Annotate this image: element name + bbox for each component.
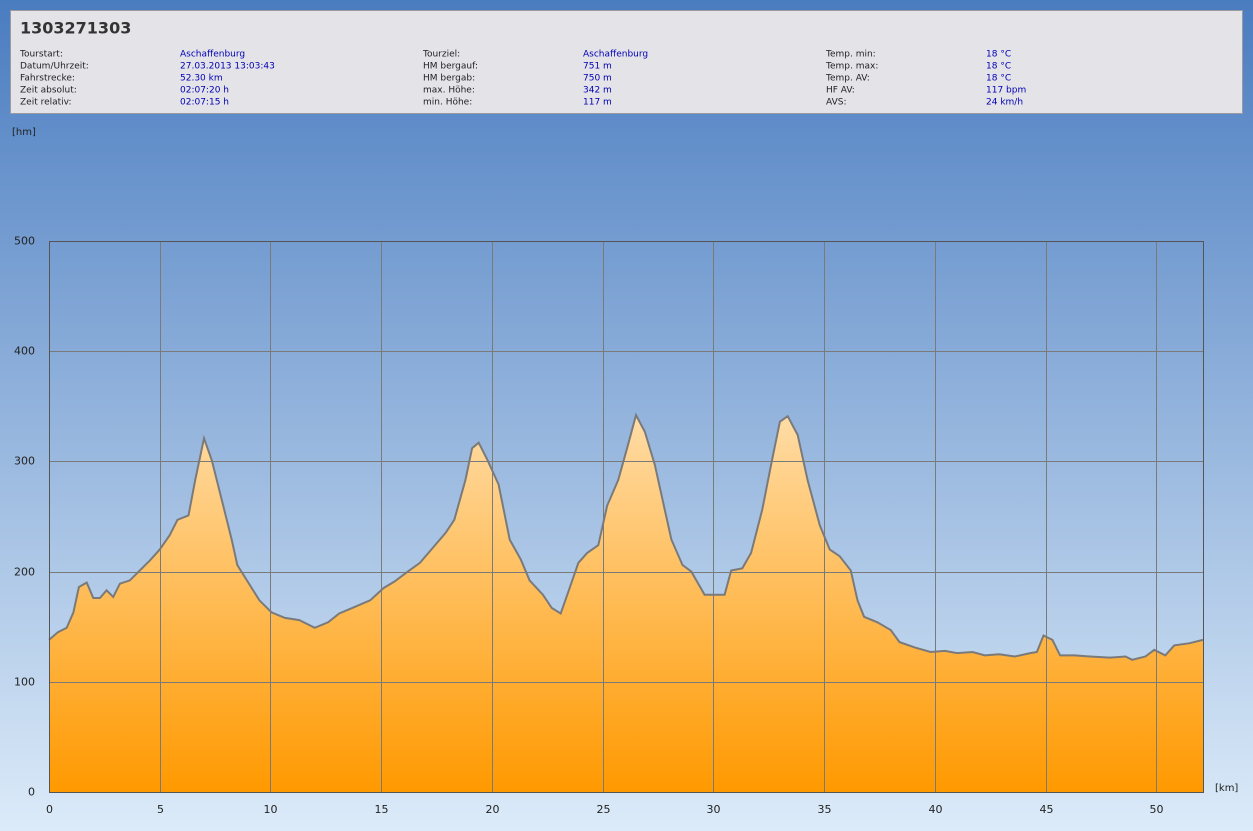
field-label: Tourziel: xyxy=(422,50,460,60)
x-tick-label: 15 xyxy=(375,803,389,816)
info-fields: Tourstart: Aschaffenburg Datum/Uhrzeit: 27.… xyxy=(19,50,1026,108)
y-tick-label: 200 xyxy=(14,566,35,579)
y-tick-label: 400 xyxy=(14,345,35,358)
field-label: Zeit relativ: xyxy=(20,98,72,108)
field-value: 117 bpm xyxy=(986,86,1026,96)
field-value: 751 m xyxy=(583,62,612,72)
field-label: Temp. AV: xyxy=(825,74,870,84)
x-tick-label: 40 xyxy=(929,803,943,816)
field-value: 24 km/h xyxy=(986,98,1023,108)
field-label: Datum/Uhrzeit: xyxy=(20,62,89,72)
field-label: Temp. max: xyxy=(825,62,878,72)
field-label: Fahrstrecke: xyxy=(20,74,75,84)
y-tick-label: 500 xyxy=(14,235,35,248)
x-tick-label: 10 xyxy=(264,803,278,816)
x-tick-label: 20 xyxy=(486,803,500,816)
field-label: Tourstart: xyxy=(19,50,63,60)
plot-border xyxy=(49,241,1204,793)
profile-line xyxy=(48,412,1204,661)
field-value: 02:07:15 h xyxy=(180,98,229,108)
x-axis-label: [km] xyxy=(1215,783,1238,794)
field-value: Aschaffenburg xyxy=(180,50,245,60)
x-tick-label: 45 xyxy=(1040,803,1054,816)
field-value: 18 °C xyxy=(986,62,1011,72)
x-tick-label: 30 xyxy=(707,803,721,816)
field-value: 27.03.2013 13:03:43 xyxy=(180,62,275,72)
field-label: AVS: xyxy=(826,98,846,108)
y-axis-label: [hm] xyxy=(12,127,36,138)
area-fill xyxy=(49,415,1203,792)
x-tick-label: 35 xyxy=(818,803,832,816)
x-tick-label: 5 xyxy=(157,803,164,816)
x-tick-label: 0 xyxy=(46,803,53,816)
field-label: HM bergab: xyxy=(423,74,475,84)
field-label: Temp. min: xyxy=(825,50,876,60)
y-tick-label: 300 xyxy=(14,455,35,468)
field-value: 02:07:20 h xyxy=(180,86,229,96)
field-label: max. Höhe: xyxy=(423,86,475,96)
field-label: HM bergauf: xyxy=(423,62,478,72)
tour-title: 1303271303 xyxy=(20,19,131,38)
x-tick-label: 50 xyxy=(1150,803,1164,816)
y-tick-label: 0 xyxy=(28,786,35,799)
field-label: HF AV: xyxy=(826,86,855,96)
field-label: Zeit absolut: xyxy=(20,86,77,96)
x-tick-label: 25 xyxy=(597,803,611,816)
field-value: Aschaffenburg xyxy=(583,50,648,60)
field-value: 750 m xyxy=(583,74,612,84)
field-value: 18 °C xyxy=(986,74,1011,84)
field-value: 117 m xyxy=(583,98,612,108)
field-value: 18 °C xyxy=(986,50,1011,60)
y-tick-label: 100 xyxy=(14,676,35,689)
field-label: min. Höhe: xyxy=(423,98,472,108)
field-value: 342 m xyxy=(583,86,612,96)
info-panel xyxy=(10,10,1243,114)
field-value: 52.30 km xyxy=(180,74,223,84)
